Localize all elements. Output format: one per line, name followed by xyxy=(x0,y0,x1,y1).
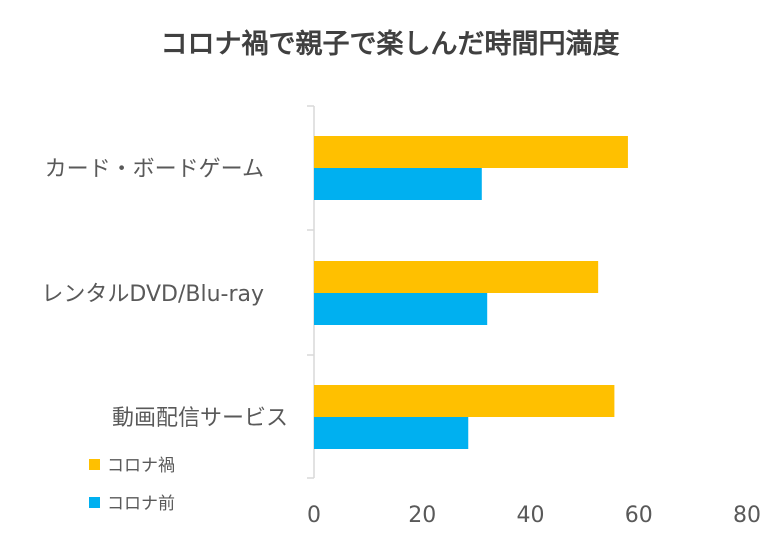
category-label-3: 動画配信サービス xyxy=(112,406,288,431)
bar-during-covid-2 xyxy=(314,261,599,293)
legend-swatch-2 xyxy=(89,497,100,508)
x-tick-label: 80 xyxy=(733,503,761,528)
legend-label-2: コロナ前 xyxy=(107,494,175,514)
x-tick-label: 60 xyxy=(625,503,653,528)
category-label-1: カード・ボードゲーム xyxy=(45,157,264,182)
bar-before-covid-3 xyxy=(314,417,469,449)
x-tick-label: 40 xyxy=(517,503,545,528)
bar-during-covid-3 xyxy=(314,385,615,417)
chart-title: コロナ禍で親子で楽しんだ時間円満度 xyxy=(160,29,620,60)
x-tick-label: 0 xyxy=(307,503,321,528)
legend-swatch-1 xyxy=(89,459,100,470)
bar-during-covid-1 xyxy=(314,136,628,168)
bar-before-covid-1 xyxy=(314,168,482,200)
category-label-2: レンタルDVD/Blu-ray xyxy=(41,282,264,307)
bar-before-covid-2 xyxy=(314,293,488,325)
legend-label-1: コロナ禍 xyxy=(107,456,175,476)
x-tick-label: 20 xyxy=(408,503,436,528)
